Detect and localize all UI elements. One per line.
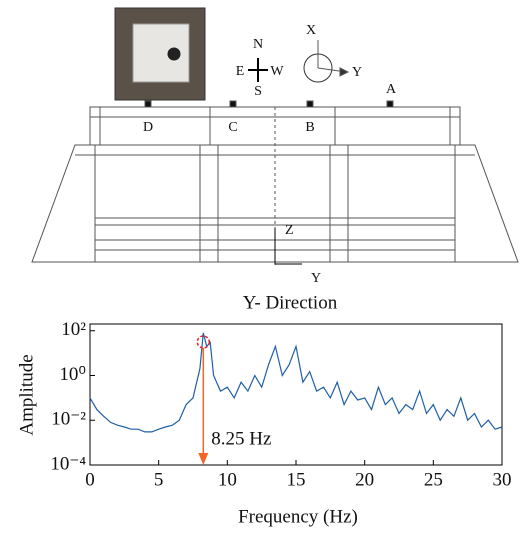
compass-label: N	[253, 37, 263, 52]
y-tick-label: 10⁻⁴	[50, 453, 86, 474]
arrowhead	[339, 67, 350, 77]
sensor-marker	[386, 100, 394, 108]
x-tick-label: 15	[287, 469, 306, 490]
x-tick-label: 5	[154, 469, 164, 490]
sensor-photo-device	[132, 23, 190, 83]
sensor-label: B	[305, 120, 314, 135]
pier	[329, 144, 349, 263]
sensor-marker	[229, 100, 237, 108]
annotation-label: 8.25 Hz	[211, 428, 271, 449]
compass-label: W	[270, 64, 284, 79]
x-tick-label: 10	[218, 469, 237, 490]
y-tick-label: 10²	[61, 319, 86, 340]
x-axis-label: Frequency (Hz)	[238, 506, 358, 527]
y-tick-label: 10⁰	[59, 364, 86, 385]
sensor-label: D	[143, 120, 153, 135]
y-tick-label: 10⁻²	[51, 409, 86, 430]
axis-label: Y	[311, 271, 321, 286]
sensor-photo-knob	[167, 47, 181, 61]
axis-label: Z	[285, 223, 294, 238]
sensor-marker	[144, 100, 152, 108]
y-axis-label: Amplitude	[16, 354, 37, 435]
chart-title: Y- Direction	[243, 292, 338, 313]
sensor-marker	[306, 100, 314, 108]
peak-highlight	[196, 335, 211, 349]
annotation-arrowhead	[198, 453, 209, 465]
compass-label: E	[236, 64, 245, 79]
compass-label: S	[254, 84, 262, 99]
sensor-label: A	[386, 82, 397, 97]
axis-label: X	[306, 23, 316, 38]
x-tick-label: 30	[493, 469, 512, 490]
axis-label: Y	[352, 65, 362, 80]
bridge-diagram	[31, 7, 519, 265]
pier	[199, 144, 219, 263]
spectrum-line	[89, 332, 503, 433]
x-tick-label: 20	[355, 469, 374, 490]
x-tick-label: 0	[85, 469, 95, 490]
sensor-label: C	[228, 120, 237, 135]
x-tick-label: 25	[424, 469, 443, 490]
